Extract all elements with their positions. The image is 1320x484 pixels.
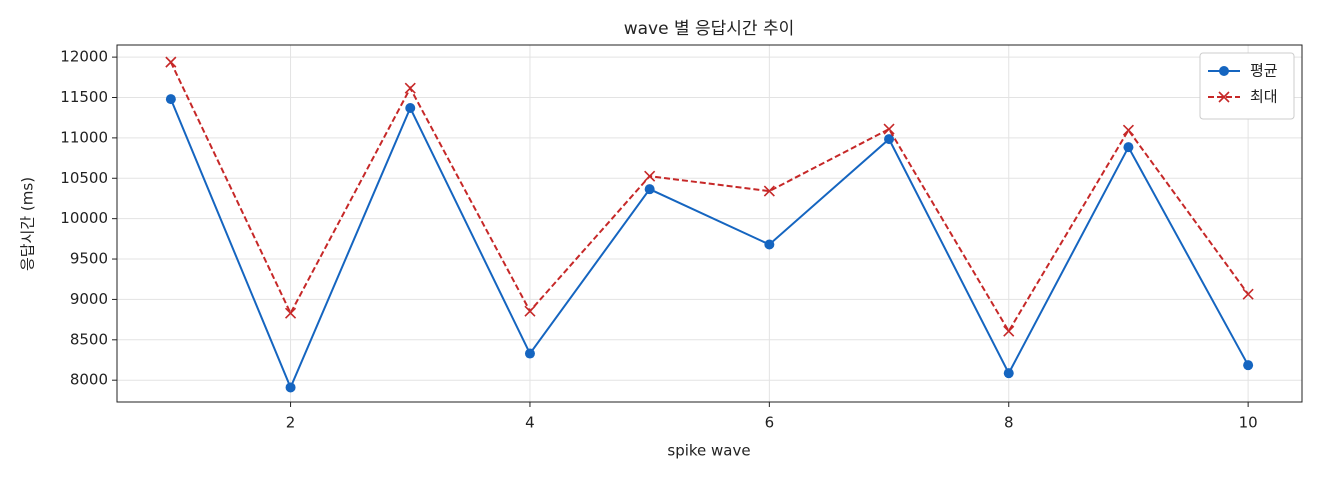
x-tick-label: 8 [1004,414,1014,432]
point [285,382,296,393]
point [404,82,416,94]
x-tick-label: 2 [286,414,296,432]
x-tick-label: 10 [1239,414,1258,432]
point [1003,368,1014,379]
point [883,123,895,135]
legend-label: 평균 [1250,62,1278,80]
legend-label: 최대 [1250,88,1278,106]
y-tick-label: 9000 [70,290,108,308]
y-tick-label: 11500 [60,88,108,106]
point [1123,142,1134,153]
y-tick-label: 10000 [60,209,108,227]
point [884,134,895,145]
x-axis-label: spike wave [667,442,750,460]
legend-marker [1219,66,1229,76]
x-tick-label: 6 [765,414,775,432]
point [1242,288,1254,300]
series-line [169,61,1249,334]
point [764,239,775,250]
point [1003,325,1015,337]
point [644,184,655,195]
point [524,305,536,317]
x-tick-label: 4 [525,414,535,432]
series-line [169,98,1250,391]
y-tick-label: 8000 [70,371,108,389]
y-tick-label: 8500 [70,330,108,348]
point [165,56,177,68]
point [1122,124,1135,136]
y-tick-label: 11000 [60,128,108,146]
point [644,170,656,182]
point [165,94,176,105]
legend-marker [1218,91,1230,103]
y-axis-label: 응답시간 (ms) [19,177,37,271]
point [524,348,535,359]
y-tick-label: 10500 [60,169,108,187]
y-tick-label: 12000 [60,48,108,66]
plot-frame [116,44,1303,403]
point [284,307,297,319]
chart-title: wave 별 응답시간 추이 [624,19,795,39]
legend-box [1199,52,1295,120]
point [405,103,416,113]
point [763,185,775,197]
point [1243,360,1254,371]
y-tick-label: 9500 [70,250,108,268]
